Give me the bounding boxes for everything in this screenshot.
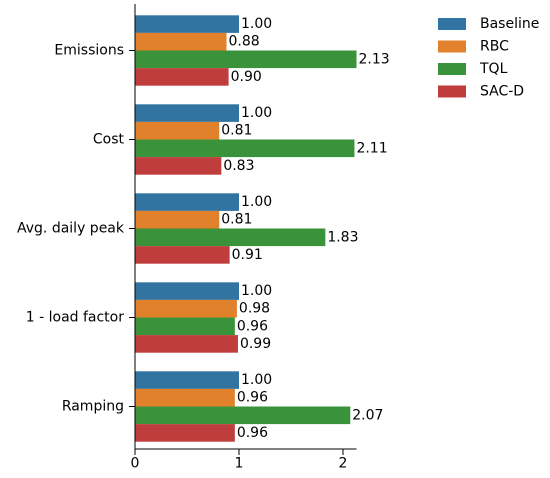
category-label-cost: Cost — [93, 132, 125, 148]
category-label-ramping: Ramping — [62, 399, 124, 415]
legend-swatch-sac-d — [438, 85, 466, 98]
x-tick-label-2: 2 — [339, 456, 348, 472]
axes-group — [134, 4, 357, 450]
value-label-ramping-baseline: 1.00 — [241, 372, 272, 388]
bar-avg-daily-peak-sac-d — [135, 246, 230, 264]
value-label-1-load-factor-sac-d: 0.99 — [240, 336, 271, 352]
category-label-emissions: Emissions — [54, 43, 124, 59]
category-label-avg-daily-peak: Avg. daily peak — [17, 221, 125, 237]
value-label-avg-daily-peak-sac-d: 0.91 — [232, 247, 263, 263]
bar-cost-sac-d — [135, 157, 222, 175]
value-label-cost-sac-d: 0.83 — [223, 158, 254, 174]
legend-label-baseline: Baseline — [480, 16, 539, 32]
value-label-emissions-baseline: 1.00 — [241, 16, 272, 32]
y-ticks-group — [129, 50, 135, 407]
bar-avg-daily-peak-rbc — [135, 210, 220, 229]
value-label-avg-daily-peak-rbc: 0.81 — [221, 212, 252, 228]
value-label-emissions-sac-d: 0.90 — [231, 69, 262, 85]
value-label-ramping-tql: 2.07 — [352, 407, 383, 423]
legend-label-rbc: RBC — [480, 39, 509, 55]
bars-group — [135, 15, 357, 442]
bar-ramping-tql — [135, 406, 351, 425]
value-label-1-load-factor-baseline: 1.00 — [241, 283, 272, 299]
value-label-ramping-sac-d: 0.96 — [237, 425, 268, 441]
value-labels-group: 1.00 0.88 2.13 0.90 1.00 0.81 2.11 0.83 1.00 0.81… — [221, 16, 389, 441]
value-label-emissions-tql: 2.13 — [359, 51, 390, 67]
legend-swatch-rbc — [438, 40, 466, 53]
x-tick-label-0: 0 — [131, 456, 140, 472]
x-tick-label-1: 1 — [235, 456, 244, 472]
bar-ramping-baseline — [135, 371, 239, 389]
value-label-cost-tql: 2.11 — [356, 140, 387, 156]
bar-1-load-factor-sac-d — [135, 335, 238, 353]
value-label-cost-baseline: 1.00 — [241, 105, 272, 121]
bar-cost-rbc — [135, 121, 220, 140]
bar-cost-baseline — [135, 104, 239, 122]
category-labels-group: Emissions Cost Avg. daily peak 1 - load fac… — [17, 43, 125, 415]
value-label-emissions-rbc: 0.88 — [229, 34, 260, 50]
value-label-avg-daily-peak-tql: 1.83 — [327, 229, 358, 245]
bar-emissions-tql — [135, 50, 357, 69]
legend-swatch-baseline — [438, 18, 466, 30]
bar-cost-tql — [135, 139, 355, 158]
bar-1-load-factor-tql — [135, 317, 235, 336]
bar-1-load-factor-rbc — [135, 299, 237, 318]
legend-label-tql: TQL — [479, 61, 508, 77]
value-label-cost-rbc: 0.81 — [221, 123, 252, 139]
legend: Baseline RBC TQL SAC-D — [438, 16, 539, 100]
bar-ramping-sac-d — [135, 424, 235, 442]
bar-emissions-baseline — [135, 15, 239, 33]
bar-avg-daily-peak-baseline — [135, 193, 239, 211]
bar-emissions-rbc — [135, 32, 227, 51]
value-label-avg-daily-peak-baseline: 1.00 — [241, 194, 272, 210]
value-label-ramping-rbc: 0.96 — [237, 390, 268, 406]
bar-avg-daily-peak-tql — [135, 228, 326, 247]
bar-1-load-factor-baseline — [135, 282, 239, 300]
category-label-1-load-factor: 1 - load factor — [26, 310, 124, 326]
bar-emissions-sac-d — [135, 68, 229, 86]
value-label-1-load-factor-rbc: 0.98 — [239, 301, 270, 317]
legend-swatch-tql — [438, 63, 466, 75]
x-ticks-group: 0 1 2 — [131, 449, 348, 472]
legend-label-sac-d: SAC-D — [480, 84, 524, 100]
value-label-1-load-factor-tql: 0.96 — [237, 318, 268, 334]
bar-ramping-rbc — [135, 388, 235, 407]
